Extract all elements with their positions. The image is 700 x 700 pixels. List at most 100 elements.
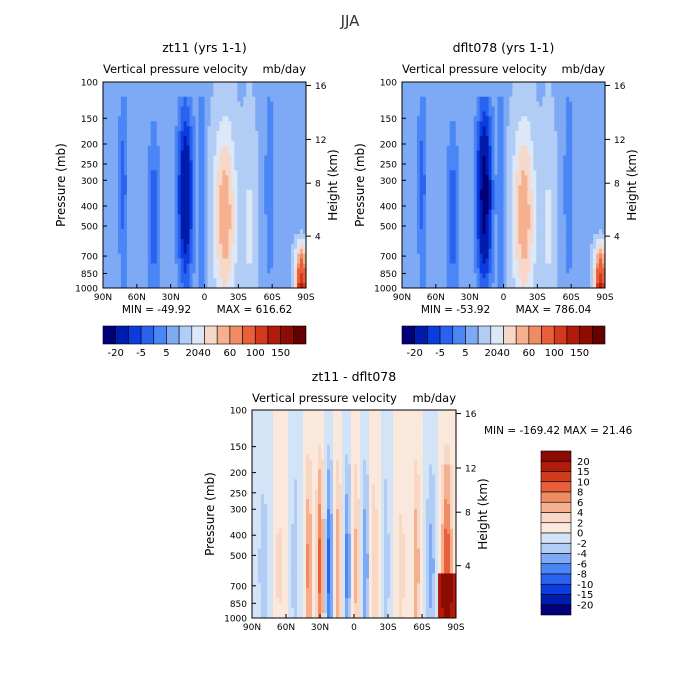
heatmap-cell xyxy=(114,268,119,274)
heatmap-cell xyxy=(180,170,185,176)
heatmap-cell xyxy=(168,248,173,255)
heatmap-cell xyxy=(473,96,478,103)
heatmap-cell xyxy=(207,194,211,201)
heatmap-cell xyxy=(165,224,170,230)
heatmap-cell xyxy=(488,209,492,215)
heatmap-cell xyxy=(443,82,448,88)
heatmap-cell xyxy=(458,131,463,137)
heatmap-cell xyxy=(162,170,167,176)
heatmap-cell xyxy=(467,86,472,93)
heatmap-cell xyxy=(237,248,241,255)
heatmap-cell xyxy=(425,96,430,103)
heatmap-cell xyxy=(285,106,289,112)
heatmap-cell xyxy=(602,175,606,181)
heatmap-cell xyxy=(180,111,185,117)
heatmap-cell xyxy=(410,209,415,215)
heatmap-cell xyxy=(554,199,558,206)
heatmap-cell xyxy=(566,96,570,103)
heatmap-cell xyxy=(488,111,492,117)
heatmap-cell xyxy=(419,135,424,142)
heatmap-cell xyxy=(545,214,549,220)
heatmap-cell xyxy=(237,194,241,201)
heatmap-cell xyxy=(165,140,170,147)
heatmap-cell xyxy=(464,219,469,225)
heatmap-cell xyxy=(150,170,155,176)
heatmap-cell xyxy=(186,248,190,255)
heatmap-cell xyxy=(473,214,478,220)
heatmap-cell xyxy=(183,160,187,166)
heatmap-cell xyxy=(554,96,558,103)
heatmap-cell xyxy=(572,96,576,103)
heatmap-cell xyxy=(201,131,205,137)
heatmap-cell xyxy=(285,194,289,201)
heatmap-cell xyxy=(473,185,478,191)
heatmap-cell xyxy=(297,273,301,279)
heatmap-cell xyxy=(416,160,421,166)
heatmap-cell xyxy=(126,185,131,191)
heatmap-cell xyxy=(482,224,486,230)
heatmap-cell xyxy=(536,96,540,103)
heatmap-cell xyxy=(189,175,193,181)
heatmap-cell xyxy=(147,116,152,122)
heatmap-cell xyxy=(458,214,463,220)
heatmap-cell xyxy=(222,140,226,147)
heatmap-cell xyxy=(138,121,143,127)
heatmap-cell xyxy=(231,126,235,132)
heatmap-cell xyxy=(231,101,235,107)
heatmap-cell xyxy=(237,219,241,225)
heatmap-cell xyxy=(180,165,185,171)
heatmap-cell xyxy=(108,248,113,255)
heatmap-cell xyxy=(602,96,606,103)
heatmap-cell xyxy=(264,145,268,152)
heatmap-cell xyxy=(596,145,600,152)
heatmap-cell xyxy=(593,199,597,206)
heatmap-cell xyxy=(135,175,140,181)
heatmap-cell xyxy=(207,219,211,225)
heatmap-cell xyxy=(123,82,128,88)
heatmap-cell xyxy=(276,175,280,181)
heatmap-cell xyxy=(443,86,448,93)
heatmap-cell xyxy=(551,86,555,93)
heatmap-cell xyxy=(231,150,235,156)
heatmap-cell xyxy=(276,126,280,132)
heatmap-cell xyxy=(410,224,415,230)
heatmap-cell xyxy=(114,140,119,147)
heatmap-cell xyxy=(189,273,193,279)
heatmap-cell xyxy=(198,126,202,132)
heatmap-cell xyxy=(548,116,552,122)
heatmap-cell xyxy=(114,209,119,215)
heatmap-cell xyxy=(249,135,253,142)
heatmap-cell xyxy=(243,111,247,117)
heatmap-cell xyxy=(114,175,119,181)
heatmap-cell xyxy=(279,243,283,250)
heatmap-cell xyxy=(195,170,199,176)
heatmap-cell xyxy=(300,121,304,127)
heatmap-cell xyxy=(120,238,125,245)
heatmap-cell xyxy=(599,219,603,225)
heatmap-cell xyxy=(581,160,585,166)
heatmap-cell xyxy=(282,131,286,137)
heatmap-cell xyxy=(183,268,187,274)
heatmap-cell xyxy=(276,253,280,259)
heatmap-cell xyxy=(416,96,421,103)
heatmap-cell xyxy=(566,140,570,147)
heatmap-cell xyxy=(174,248,179,255)
heatmap-cell xyxy=(117,238,122,245)
heatmap-cell xyxy=(168,243,173,250)
heatmap-cell xyxy=(141,116,146,122)
heatmap-cell xyxy=(449,86,454,93)
heatmap-cell xyxy=(249,273,253,279)
heatmap-cell xyxy=(449,160,454,166)
heatmap-cell xyxy=(575,165,579,171)
heatmap-cell xyxy=(252,189,256,196)
heatmap-cell xyxy=(404,111,409,117)
heatmap-cell xyxy=(419,131,424,137)
heatmap-cell xyxy=(509,101,513,107)
heatmap-cell xyxy=(135,253,140,259)
heatmap-cell xyxy=(189,229,193,235)
heatmap-cell xyxy=(449,189,454,196)
heatmap-cell xyxy=(183,253,187,259)
heatmap-cell xyxy=(512,155,516,161)
heatmap-cell xyxy=(195,209,199,215)
heatmap-cell xyxy=(279,253,283,259)
